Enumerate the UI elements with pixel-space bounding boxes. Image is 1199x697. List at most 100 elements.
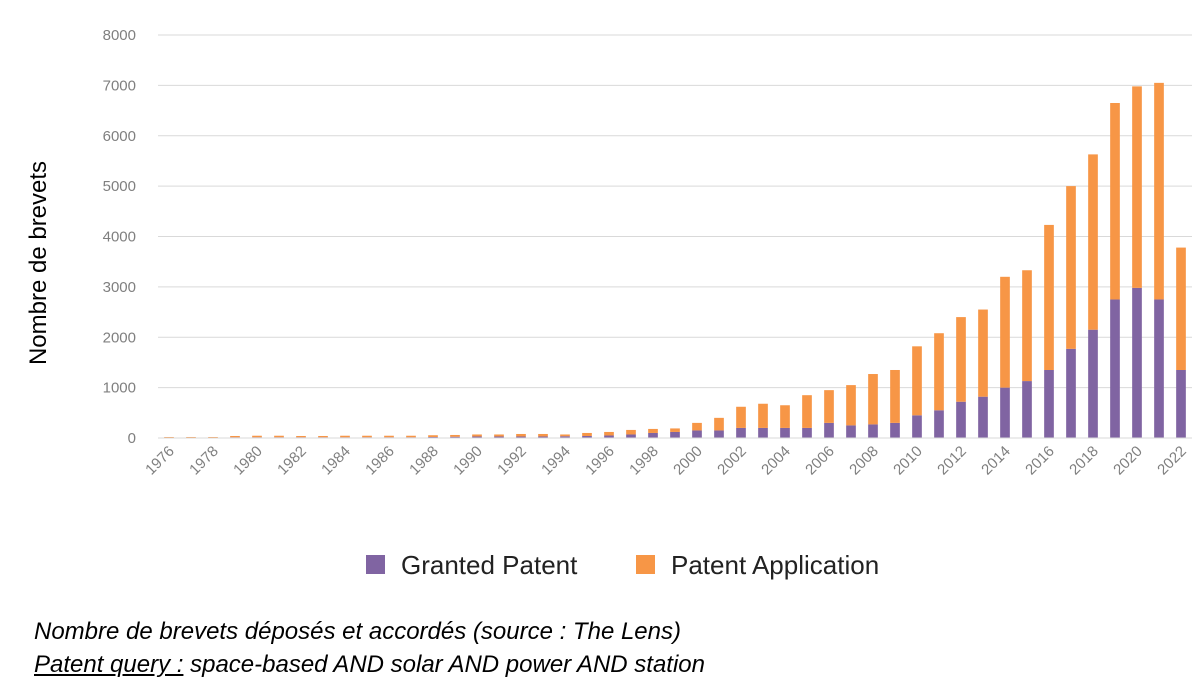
x-tick-label-2002: 2002 (714, 443, 750, 479)
y-tick-label-6000: 6000 (103, 128, 136, 145)
bar-patent-application-2013 (978, 309, 988, 397)
bar-granted-patent-1992 (516, 436, 526, 438)
bar-patent-application-2004 (780, 405, 790, 428)
x-tick-label-2010: 2010 (890, 443, 926, 479)
bar-granted-patent-1991 (494, 436, 504, 438)
bar-granted-patent-2014 (1000, 387, 1010, 438)
bar-patent-application-1983 (318, 435, 328, 438)
y-tick-label-1000: 1000 (103, 380, 136, 397)
bar-granted-patent-1994 (560, 436, 570, 438)
bar-patent-application-2002 (736, 406, 746, 428)
x-tick-label-2008: 2008 (846, 443, 882, 479)
y-tick-label-0: 0 (128, 430, 136, 447)
bar-patent-application-2021 (1154, 82, 1164, 300)
x-tick-label-1994: 1994 (538, 443, 574, 479)
x-tick-label-1990: 1990 (450, 443, 486, 479)
bar-granted-patent-2021 (1154, 299, 1164, 438)
bar-patent-application-1978 (208, 436, 218, 438)
bar-patent-application-2007 (846, 385, 856, 426)
x-tick-label-2022: 2022 (1154, 443, 1190, 479)
bar-granted-patent-2005 (802, 427, 812, 438)
bar-patent-application-2006 (824, 390, 834, 423)
bar-patent-application-2014 (1000, 276, 1010, 388)
x-tick-label-2016: 2016 (1022, 443, 1058, 479)
bars (164, 82, 1186, 438)
bar-granted-patent-1996 (604, 435, 614, 438)
x-tick-label-1982: 1982 (274, 443, 310, 479)
bar-patent-application-1980 (252, 435, 262, 438)
bar-granted-patent-2004 (780, 427, 790, 438)
bar-patent-application-1999 (670, 428, 680, 432)
bar-patent-application-2001 (714, 417, 724, 431)
bar-patent-application-1994 (560, 434, 570, 437)
x-tick-label-2000: 2000 (670, 443, 706, 479)
bar-patent-application-1984 (340, 435, 350, 438)
bar-granted-patent-2003 (758, 427, 768, 438)
y-tick-label-7000: 7000 (103, 77, 136, 94)
bar-patent-application-1998 (648, 428, 658, 433)
bar-patent-application-1977 (186, 436, 196, 438)
bar-patent-application-2000 (692, 422, 702, 431)
x-tick-label-1976: 1976 (142, 443, 178, 479)
y-tick-label-5000: 5000 (103, 178, 136, 195)
y-axis-label: Nombre de brevets (25, 161, 52, 365)
caption-query-label: Patent query : (34, 651, 184, 678)
bar-granted-patent-1999 (670, 431, 680, 438)
bar-patent-application-2020 (1132, 86, 1142, 288)
bar-patent-application-2016 (1044, 224, 1054, 370)
bar-granted-patent-2022 (1176, 369, 1186, 438)
bar-granted-patent-1989 (450, 436, 460, 438)
bar-granted-patent-2010 (912, 415, 922, 438)
x-tick-label-1998: 1998 (626, 443, 662, 479)
bar-patent-application-2022 (1176, 247, 1186, 370)
bar-patent-application-2009 (890, 369, 900, 423)
x-tick-label-2018: 2018 (1066, 443, 1102, 479)
y-tick-label-3000: 3000 (103, 279, 136, 296)
bar-granted-patent-1998 (648, 432, 658, 438)
bar-granted-patent-1997 (626, 434, 636, 438)
bar-patent-application-2010 (912, 346, 922, 416)
bar-granted-patent-2016 (1044, 369, 1054, 438)
x-tick-label-1978: 1978 (186, 443, 222, 479)
x-tick-label-2012: 2012 (934, 443, 970, 479)
bar-patent-application-2019 (1110, 103, 1120, 300)
bar-granted-patent-2011 (934, 410, 944, 438)
bar-patent-application-1997 (626, 429, 636, 435)
bar-patent-application-2011 (934, 333, 944, 411)
x-tick-label-1986: 1986 (362, 443, 398, 479)
bar-granted-patent-2002 (736, 427, 746, 438)
bar-patent-application-1976 (164, 436, 174, 438)
y-tick-label-4000: 4000 (103, 229, 136, 246)
bar-patent-application-2005 (802, 395, 812, 428)
bar-patent-application-2003 (758, 403, 768, 428)
bar-patent-application-1985 (362, 435, 372, 438)
x-tick-label-2014: 2014 (978, 443, 1014, 479)
bar-granted-patent-2000 (692, 430, 702, 438)
bar-granted-patent-1993 (538, 436, 548, 438)
bar-patent-application-1990 (472, 434, 482, 437)
bar-granted-patent-2012 (956, 401, 966, 438)
bar-granted-patent-2017 (1066, 348, 1076, 438)
bar-patent-application-2017 (1066, 186, 1076, 349)
caption-query-text: space-based AND solar AND power AND stat… (183, 651, 705, 678)
bar-granted-patent-2009 (890, 422, 900, 438)
x-tick-label-1984: 1984 (318, 443, 354, 479)
bar-granted-patent-2006 (824, 422, 834, 438)
bar-patent-application-1991 (494, 434, 504, 437)
bar-patent-application-1995 (582, 432, 592, 436)
bar-granted-patent-2020 (1132, 287, 1142, 438)
bar-granted-patent-2018 (1088, 329, 1098, 438)
x-tick-label-1988: 1988 (406, 443, 442, 479)
y-axis-ticks: 0 1000 2000 3000 4000 5000 6000 7000 8000 (103, 27, 136, 447)
bar-granted-patent-1988 (428, 436, 438, 438)
bar-patent-application-2008 (868, 374, 878, 425)
bar-patent-application-1987 (406, 435, 416, 438)
x-tick-label-1992: 1992 (494, 443, 530, 479)
bar-patent-application-1996 (604, 431, 614, 436)
bar-granted-patent-2007 (846, 425, 856, 438)
bar-patent-application-1986 (384, 435, 394, 438)
x-tick-label-2006: 2006 (802, 443, 838, 479)
legend-swatch-patent-application (636, 555, 655, 574)
bar-patent-application-2012 (956, 317, 966, 402)
